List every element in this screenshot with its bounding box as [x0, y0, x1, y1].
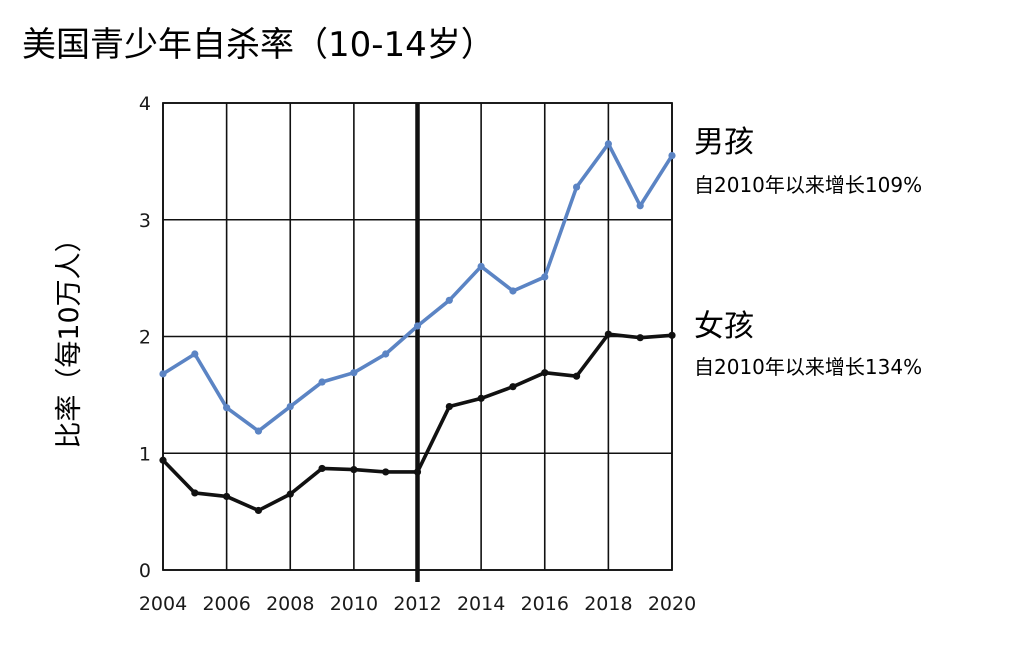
y-axis-label: 比率（每10万人） — [54, 225, 85, 448]
data-point-1-4 — [286, 490, 294, 498]
y-tick-label-4: 4 — [139, 93, 151, 115]
data-point-0-12 — [541, 273, 549, 281]
data-point-0-15 — [636, 202, 644, 210]
data-point-0-8 — [413, 322, 422, 330]
x-tick-label-0: 2004 — [139, 593, 187, 615]
data-point-1-9 — [445, 402, 453, 411]
x-tick-label-2: 2008 — [266, 593, 314, 615]
chart-title: 美国青少年自杀率（10-14岁） — [22, 25, 495, 65]
data-point-1-6 — [350, 465, 358, 474]
data-point-0-7 — [382, 350, 390, 358]
y-tick-label-0: 0 — [139, 560, 151, 582]
data-point-1-8 — [413, 468, 422, 476]
data-point-0-11 — [509, 287, 517, 295]
data-point-0-10 — [477, 262, 485, 271]
x-tick-label-4: 2012 — [393, 593, 441, 615]
y-tick-label-1: 1 — [139, 443, 151, 465]
series-1 — [159, 330, 676, 515]
data-point-1-1 — [191, 489, 199, 497]
data-point-0-9 — [445, 296, 453, 304]
data-point-1-16 — [668, 331, 676, 339]
x-tick-label-1: 2006 — [202, 593, 250, 615]
data-point-0-14 — [604, 140, 612, 148]
data-point-0-13 — [572, 183, 581, 191]
x-tick-label-6: 2016 — [521, 593, 569, 615]
data-point-1-11 — [509, 383, 517, 391]
x-tick-label-7: 2018 — [584, 593, 632, 615]
y-axis-ticks: 0 1 2 3 4 — [139, 93, 151, 582]
data-point-0-5 — [318, 378, 326, 386]
x-tick-label-8: 2020 — [648, 593, 696, 615]
y-tick-label-3: 3 — [139, 210, 151, 232]
legend-boys-note: 自2010年以来增长109% — [694, 173, 922, 197]
x-tick-label-5: 2014 — [457, 593, 505, 615]
data-point-1-14 — [604, 330, 612, 338]
data-point-0-3 — [254, 427, 263, 435]
data-point-0-4 — [286, 402, 294, 411]
data-point-1-2 — [223, 492, 231, 501]
data-point-0-0 — [159, 370, 167, 378]
legend-girls-name: 女孩 — [694, 309, 754, 344]
data-point-1-12 — [541, 369, 549, 377]
data-point-1-7 — [382, 468, 390, 476]
legend: 男孩 自2010年以来增长109% 女孩 自2010年以来增长134% — [694, 125, 922, 379]
data-point-0-1 — [191, 350, 199, 358]
legend-boys-name: 男孩 — [694, 125, 754, 160]
data-point-0-2 — [223, 404, 231, 412]
x-tick-label-3: 2010 — [330, 593, 378, 615]
series-0 — [159, 140, 676, 435]
legend-girls-note: 自2010年以来增长134% — [694, 355, 922, 379]
data-point-0-16 — [668, 151, 676, 160]
data-point-1-5 — [318, 464, 326, 473]
data-point-1-10 — [477, 394, 485, 402]
series-group — [159, 140, 676, 515]
x-axis-ticks: 2004 2006 2008 2010 2012 2014 2016 2018 2020 — [139, 593, 696, 615]
data-point-1-0 — [159, 456, 167, 464]
data-point-1-15 — [636, 334, 644, 342]
data-point-1-13 — [572, 372, 581, 380]
data-point-1-3 — [254, 506, 263, 515]
y-tick-label-2: 2 — [139, 327, 151, 349]
data-point-0-6 — [350, 369, 358, 377]
